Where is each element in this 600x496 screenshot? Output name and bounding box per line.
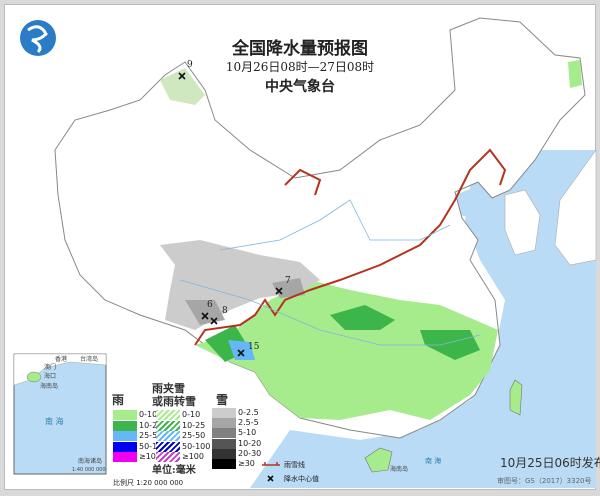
legend-rain-label: 25-50 — [139, 431, 163, 440]
precip-center-markers — [178, 72, 283, 357]
rain-snow-line — [194, 148, 507, 346]
center-x-9 — [178, 72, 186, 80]
legend-snow-label: 5-10 — [238, 428, 257, 438]
legend-rain-label: 0-10 — [139, 410, 158, 419]
legend-unit: 单位:毫米 — [152, 465, 196, 476]
center-x-8 — [210, 317, 218, 325]
inset-label-taiwan: 台湾岛 — [80, 356, 99, 363]
legend-rain-swatch — [113, 410, 137, 420]
map-title: 全国降水量预报图 — [232, 39, 368, 59]
legend-rain-swatch — [113, 441, 137, 452]
legend-snow-swatch — [212, 459, 236, 469]
legend-mixed-label: ≥100 — [182, 452, 204, 461]
legend-rain-header: 雨 — [112, 393, 125, 407]
legend-center-value-label: 降水中心值 — [284, 475, 319, 483]
center-value-9: 9 — [187, 60, 193, 70]
center-x-6 — [201, 312, 209, 320]
legend-rain-swatch — [113, 420, 137, 431]
legend-snow-label: 0-2.5 — [238, 408, 259, 417]
legend-snow-label: 2.5-5 — [238, 418, 259, 428]
legend-snow-swatch — [212, 448, 236, 459]
legend-rain-snow-line-label: 雨雪线 — [284, 461, 305, 469]
inset-label-macau: 澳门 — [44, 364, 57, 371]
hainan-island — [364, 447, 393, 473]
inset-label-hainan: 海南岛 — [40, 383, 59, 390]
legend-rain-swatch — [113, 431, 137, 441]
center-value-8: 8 — [222, 306, 228, 316]
inset-label-haikou: 海口 — [44, 373, 57, 380]
legend-rain-label: 50-100 — [139, 441, 168, 451]
sea-label-south: 南 海 — [425, 457, 442, 465]
legend-mixed-swatch — [156, 441, 180, 452]
snow-area-2.5-5 — [185, 300, 225, 325]
cma-logo-swirl — [27, 25, 48, 54]
center-value-7: 7 — [285, 276, 291, 286]
taiwan — [509, 379, 523, 416]
snow-area-north — [160, 68, 205, 105]
legend-mixed-label: 10-25 — [182, 420, 206, 430]
legend-rain-label: ≥100 — [139, 452, 161, 461]
bohai-sea — [455, 185, 492, 220]
legend-rain-label: 10-25 — [139, 420, 163, 430]
inset-label-hongkong: 香港 — [55, 356, 68, 363]
legend-snow-swatch — [212, 438, 236, 449]
legend-mixed-swatch — [156, 431, 180, 441]
forecast-period: 10月26日08时—27日08时 — [225, 60, 375, 74]
inset-hainan — [26, 371, 42, 383]
legend-mixed-swatch — [156, 410, 180, 420]
legend-mixed-label: 25-50 — [182, 431, 206, 440]
legend-snow-label: ≥30 — [238, 459, 255, 468]
legend-mixed-label: 0-10 — [182, 410, 201, 419]
legend-snow-header: 雪 — [216, 393, 229, 407]
legend-snow-label: 20-30 — [238, 448, 262, 458]
center-x-7 — [275, 287, 283, 295]
legend-rain-swatch — [113, 452, 137, 462]
rain-area-10-25-b — [420, 330, 480, 360]
center-value-6: 6 — [207, 300, 213, 310]
legend-mixed-label: 50-100 — [182, 441, 211, 451]
issuer: 中央气象台 — [265, 79, 335, 95]
legend-center-x-icon — [267, 475, 274, 482]
legend-mixed-header-2: 或雨转雪 — [152, 395, 196, 408]
center-value-15: 15 — [248, 342, 260, 352]
center-x-15 — [237, 349, 245, 357]
issue-time: 10月25日06时发布 — [500, 456, 600, 470]
hainan-label: 海南岛 — [390, 466, 409, 473]
legend-scale: 比例尺 1:20 000 000 — [113, 479, 184, 487]
legend-mixed-swatch — [156, 452, 180, 462]
rain-area-10-25 — [330, 305, 395, 330]
legend-rain-snow-line-icon — [262, 462, 280, 466]
inset-coast — [13, 353, 107, 386]
japan — [554, 149, 597, 266]
legend-snow-label: 10-20 — [238, 438, 262, 448]
rain-area-northeast — [568, 60, 582, 88]
rain-area-0-10 — [195, 280, 498, 420]
legend-snow-swatch — [212, 428, 236, 439]
yangtze-river — [179, 279, 481, 346]
korea-peninsula — [504, 189, 541, 256]
legend-mixed-swatch — [156, 420, 180, 431]
yellow-river — [219, 199, 451, 251]
inset-name: 南海诸岛 — [78, 458, 103, 465]
legend-snow-swatch — [212, 408, 236, 418]
rain-area-25-50 — [228, 340, 255, 360]
legend-mixed-header-1: 雨夹雪 — [152, 382, 185, 395]
legend-snow-swatch — [212, 418, 236, 429]
inset-scale: 1:40 000 000 — [72, 467, 106, 473]
approval-number: 审图号：GS（2017）3320号 — [497, 477, 592, 485]
inset-sea-label: 南 海 — [45, 417, 64, 426]
